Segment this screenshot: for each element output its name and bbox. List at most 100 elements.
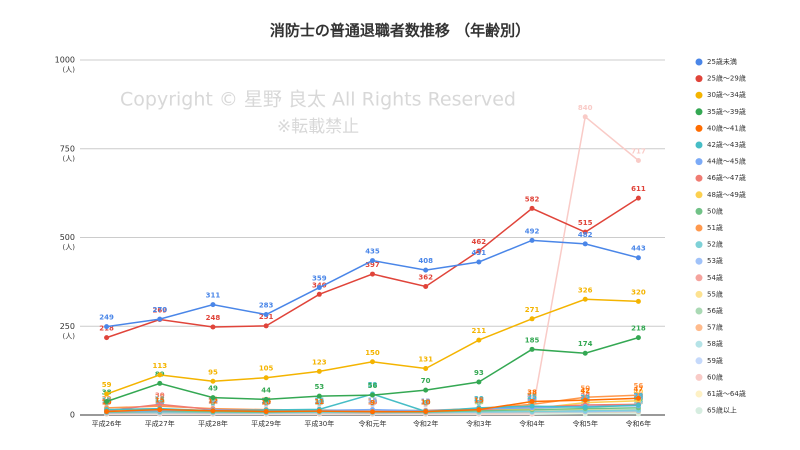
point xyxy=(316,285,322,291)
data-label: 6 xyxy=(423,400,428,408)
point xyxy=(635,402,641,408)
point xyxy=(476,248,482,254)
legend-label: 35歳～39歳 xyxy=(707,107,746,116)
point xyxy=(635,298,641,304)
data-label: 482 xyxy=(578,231,593,239)
data-label: 359 xyxy=(312,275,327,283)
point xyxy=(210,324,216,330)
x-tick-label: 平成26年 xyxy=(92,419,122,428)
data-label: 10 xyxy=(261,398,271,406)
point xyxy=(104,399,110,405)
legend-marker xyxy=(695,274,703,282)
data-label: 25 xyxy=(527,393,537,401)
data-label: 6 xyxy=(476,400,481,408)
data-label: 4 xyxy=(370,401,375,409)
point xyxy=(476,407,482,413)
data-label: 123 xyxy=(312,358,327,366)
x-tick-label: 令和6年 xyxy=(626,419,651,428)
data-label: 8 xyxy=(476,399,481,407)
y-unit-label: (人) xyxy=(63,244,76,252)
point xyxy=(423,408,429,414)
data-label: 5 xyxy=(104,400,109,408)
data-label: 30 xyxy=(155,391,165,399)
point xyxy=(582,241,588,247)
data-label: 8 xyxy=(264,399,269,407)
data-label: 13 xyxy=(314,397,324,405)
data-label: 6 xyxy=(264,400,269,408)
data-label: 10 xyxy=(421,398,431,406)
data-label: 7 xyxy=(370,400,375,408)
data-label: 8 xyxy=(211,399,216,407)
legend-label: 48歳～49歳 xyxy=(707,190,746,199)
data-label: 2 xyxy=(370,401,375,409)
y-tick-label: 250 xyxy=(60,322,75,331)
data-label: 3 xyxy=(104,401,109,409)
data-label: 8 xyxy=(423,399,428,407)
data-label: 50 xyxy=(580,384,590,392)
data-label: 10 xyxy=(314,398,324,406)
data-label: 6 xyxy=(423,400,428,408)
data-label: 2 xyxy=(211,401,216,409)
x-tick-label: 平成29年 xyxy=(251,419,281,428)
point xyxy=(316,408,322,414)
legend-label: 40歳～41歳 xyxy=(707,123,746,132)
data-label: 248 xyxy=(206,314,221,322)
data-label: 717 xyxy=(631,147,646,155)
data-label: 24 xyxy=(580,393,590,401)
point xyxy=(370,271,375,277)
data-label: 2 xyxy=(104,401,109,409)
legend-label: 46歳～47歳 xyxy=(707,173,746,182)
data-label: 4 xyxy=(264,401,269,409)
data-label: 6 xyxy=(317,400,322,408)
data-label: 270 xyxy=(152,306,167,314)
point xyxy=(104,391,110,397)
data-label: 30 xyxy=(527,391,537,399)
data-label: 11 xyxy=(421,398,431,406)
data-label: 7 xyxy=(423,400,428,408)
x-tick-label: 令和5年 xyxy=(572,419,597,428)
data-label: 6 xyxy=(317,400,322,408)
data-label: 12 xyxy=(368,398,378,406)
point xyxy=(423,267,429,273)
legend-marker xyxy=(695,307,703,315)
data-label: 12 xyxy=(314,398,324,406)
point xyxy=(582,397,588,403)
data-label: 7 xyxy=(476,400,481,408)
point xyxy=(370,409,375,415)
data-label: 11 xyxy=(261,398,271,406)
data-label: 6 xyxy=(370,400,375,408)
legend-marker xyxy=(695,390,703,398)
point xyxy=(316,368,322,374)
point xyxy=(263,323,269,329)
data-label: 10 xyxy=(314,398,324,406)
y-tick-label: 750 xyxy=(60,144,75,153)
data-label: 397 xyxy=(365,261,380,269)
data-label: 14 xyxy=(208,397,218,405)
data-label: 5 xyxy=(211,400,216,408)
legend-marker xyxy=(695,141,703,149)
legend-label: 55歳 xyxy=(707,289,723,298)
y-unit-label: (人) xyxy=(63,155,76,163)
data-label: 3 xyxy=(370,401,375,409)
y-tick-label: 0 xyxy=(70,411,75,420)
data-label: 840 xyxy=(578,104,593,112)
point xyxy=(370,359,375,365)
point xyxy=(476,337,482,343)
point xyxy=(370,258,375,264)
x-tick-label: 令和2年 xyxy=(413,419,438,428)
data-label: 2 xyxy=(317,401,322,409)
data-label: 15 xyxy=(474,397,484,405)
x-tick-label: 平成30年 xyxy=(304,419,334,428)
point xyxy=(529,399,535,405)
data-label: 12 xyxy=(421,398,431,406)
point xyxy=(529,403,535,409)
data-label: 11 xyxy=(314,398,324,406)
data-label: 283 xyxy=(259,302,274,310)
data-label: 271 xyxy=(525,306,540,314)
point xyxy=(263,396,269,402)
data-label: 12 xyxy=(208,398,218,406)
data-label: 431 xyxy=(472,249,487,257)
data-label: 4 xyxy=(423,401,428,409)
data-label: 2 xyxy=(423,401,428,409)
legend-marker xyxy=(695,75,703,83)
